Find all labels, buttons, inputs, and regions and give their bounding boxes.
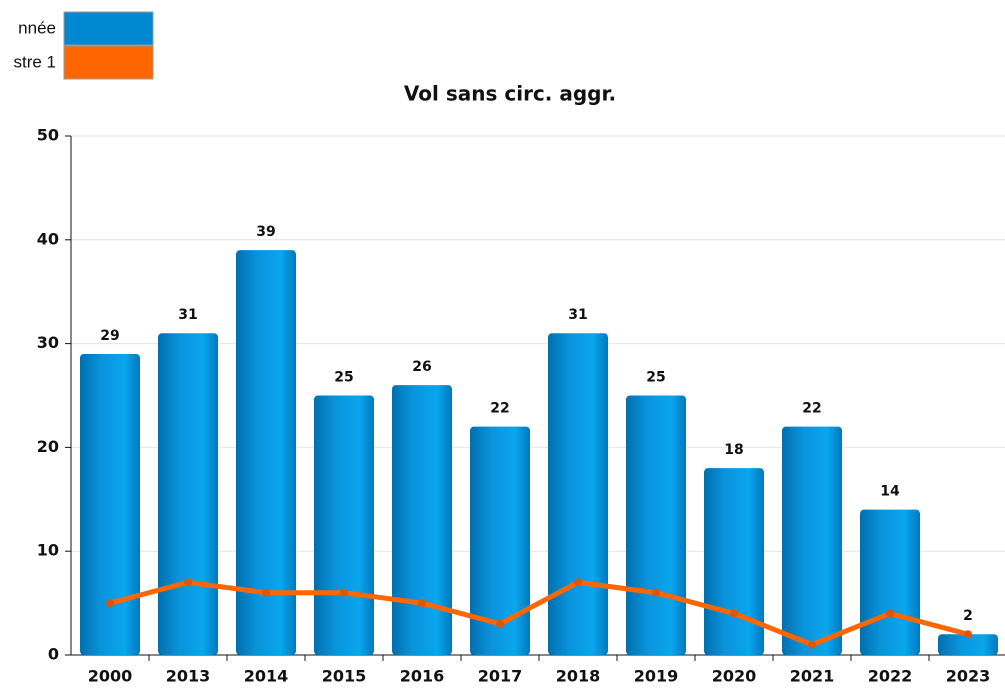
x-tick-label: 2019 [634, 667, 679, 686]
x-tick-label: 2016 [400, 667, 445, 686]
line-marker [730, 609, 738, 618]
chart-title: Vol sans circ. aggr. [404, 82, 616, 106]
x-tick-label: 2014 [244, 667, 289, 686]
line-marker [262, 588, 270, 597]
data-label: 29 [100, 328, 119, 344]
data-label: 18 [724, 442, 743, 458]
data-label: 31 [178, 307, 197, 323]
y-tick-label: 20 [37, 437, 59, 456]
bar [704, 468, 764, 655]
y-tick-label: 50 [37, 126, 59, 145]
bar [548, 333, 608, 655]
bar [470, 426, 530, 655]
legend-label: nnée [18, 18, 56, 37]
bar [158, 333, 218, 655]
y-tick-label: 40 [37, 229, 59, 248]
x-tick-label: 2021 [790, 667, 835, 686]
y-tick-label: 30 [37, 333, 59, 352]
x-tick-label: 2015 [322, 667, 367, 686]
bar [860, 509, 920, 655]
bar [782, 426, 842, 655]
data-label: 14 [880, 484, 900, 500]
line-marker [106, 599, 114, 608]
y-tick-label: 10 [37, 541, 59, 560]
bar [626, 395, 686, 655]
data-label: 22 [802, 401, 821, 417]
data-label: 25 [646, 370, 665, 386]
x-tick-label: 2023 [946, 667, 991, 686]
data-label: 25 [334, 370, 353, 386]
bar [236, 250, 296, 655]
line-marker [652, 588, 660, 597]
x-tick-label: 2013 [166, 667, 211, 686]
legend-swatch [63, 45, 154, 80]
bar [392, 385, 452, 655]
data-label: 26 [412, 359, 431, 375]
bar [938, 634, 998, 655]
bar [80, 353, 140, 655]
x-tick-label: 2022 [868, 667, 913, 686]
x-tick-label: 2020 [712, 667, 757, 686]
x-tick-label: 2000 [88, 667, 133, 686]
data-label: 39 [256, 224, 275, 240]
line-marker [184, 578, 192, 587]
line-marker [886, 609, 894, 618]
data-label: 31 [568, 307, 587, 323]
legend-label: stre 1 [13, 52, 56, 71]
line-marker [574, 578, 582, 587]
line-marker [418, 599, 426, 608]
x-tick-label: 2018 [556, 667, 601, 686]
data-label: 2 [963, 608, 973, 624]
line [109, 579, 969, 648]
line-marker [808, 640, 816, 649]
line-marker [496, 619, 504, 628]
legend-swatch [63, 11, 154, 46]
x-tick-label: 2017 [478, 667, 523, 686]
line-marker [964, 630, 972, 639]
bar [314, 395, 374, 655]
y-tick-label: 0 [48, 645, 59, 664]
data-label: 22 [490, 401, 509, 417]
line-marker [340, 588, 348, 597]
